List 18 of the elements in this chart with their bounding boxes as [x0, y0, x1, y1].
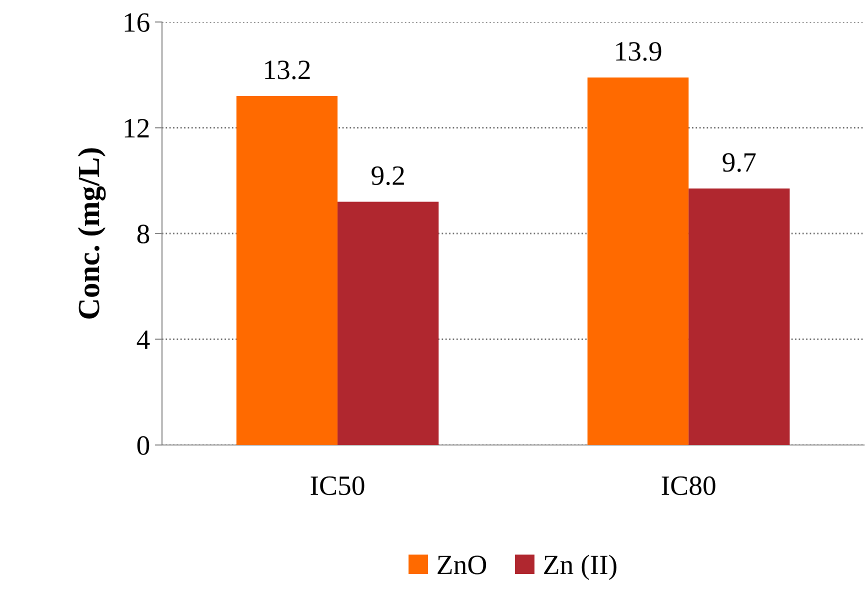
data-label: 9.2 — [372, 166, 404, 186]
y-tick-label: 4 — [136, 330, 150, 349]
bar — [587, 78, 689, 445]
data-label: 9.7 — [722, 153, 756, 172]
data-label: 13.9 — [616, 42, 662, 61]
y-tick-label: 8 — [137, 224, 150, 244]
bar — [688, 188, 790, 445]
y-tick-label: 12 — [124, 118, 149, 138]
y-tick-label: 0 — [137, 436, 150, 455]
x-tick-label: IC50 — [310, 476, 364, 496]
y-axis-title: Conc. (mg/L) — [78, 148, 106, 319]
legend-label: ZnO — [438, 556, 486, 574]
x-tick-label: IC80 — [662, 476, 716, 496]
bar — [236, 96, 338, 445]
y-tick-label: 16 — [124, 13, 150, 32]
data-label: 13.2 — [265, 60, 310, 80]
bar — [338, 202, 439, 445]
legend-label: Zn (II) — [544, 554, 616, 580]
